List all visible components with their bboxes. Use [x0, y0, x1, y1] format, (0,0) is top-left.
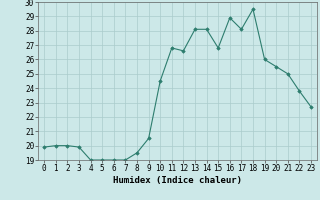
X-axis label: Humidex (Indice chaleur): Humidex (Indice chaleur): [113, 176, 242, 185]
